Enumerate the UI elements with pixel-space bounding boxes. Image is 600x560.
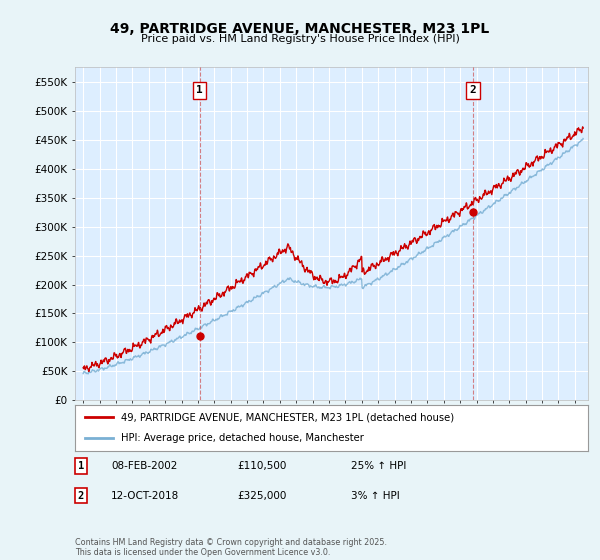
Text: 3% ↑ HPI: 3% ↑ HPI	[351, 491, 400, 501]
Text: 25% ↑ HPI: 25% ↑ HPI	[351, 461, 406, 471]
Text: 2: 2	[470, 85, 476, 95]
Text: 49, PARTRIDGE AVENUE, MANCHESTER, M23 1PL (detached house): 49, PARTRIDGE AVENUE, MANCHESTER, M23 1P…	[121, 412, 454, 422]
Text: 12-OCT-2018: 12-OCT-2018	[111, 491, 179, 501]
Text: 2: 2	[78, 491, 84, 501]
Text: 1: 1	[78, 461, 84, 471]
Text: £110,500: £110,500	[237, 461, 286, 471]
Text: HPI: Average price, detached house, Manchester: HPI: Average price, detached house, Manc…	[121, 433, 364, 444]
Text: Contains HM Land Registry data © Crown copyright and database right 2025.
This d: Contains HM Land Registry data © Crown c…	[75, 538, 387, 557]
Text: £325,000: £325,000	[237, 491, 286, 501]
Text: Price paid vs. HM Land Registry's House Price Index (HPI): Price paid vs. HM Land Registry's House …	[140, 34, 460, 44]
Text: 49, PARTRIDGE AVENUE, MANCHESTER, M23 1PL: 49, PARTRIDGE AVENUE, MANCHESTER, M23 1P…	[110, 22, 490, 36]
Text: 08-FEB-2002: 08-FEB-2002	[111, 461, 178, 471]
Text: 1: 1	[196, 85, 203, 95]
